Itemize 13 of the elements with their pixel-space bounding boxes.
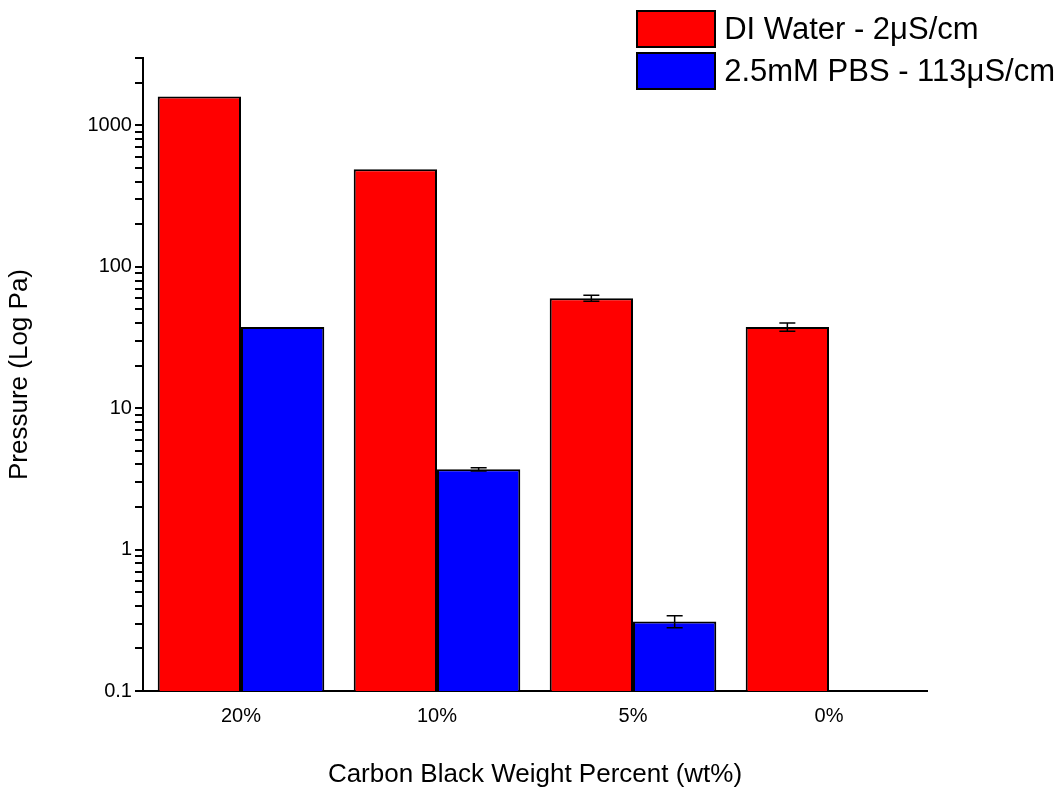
y-tick-label: 10 — [109, 395, 132, 418]
legend-label: 2.5mM PBS - 113μS/cm — [724, 53, 1055, 89]
y-tick-label: 100 — [98, 254, 132, 277]
x-tick-label: 10% — [416, 703, 458, 726]
x-tick-label: 5% — [618, 703, 648, 726]
y-tick-label: 1000 — [87, 112, 132, 135]
y-tick-label: 1 — [120, 537, 132, 560]
y-axis-title: Pressure (Log Pa) — [2, 269, 33, 480]
x-tick-label: 0% — [814, 703, 844, 726]
y-tick-label: 0.1 — [104, 678, 132, 701]
legend-label: DI Water - 2μS/cm — [724, 11, 979, 47]
x-axis-title: Carbon Black Weight Percent (wt%) — [327, 757, 743, 788]
x-tick-label: 20% — [220, 703, 262, 726]
